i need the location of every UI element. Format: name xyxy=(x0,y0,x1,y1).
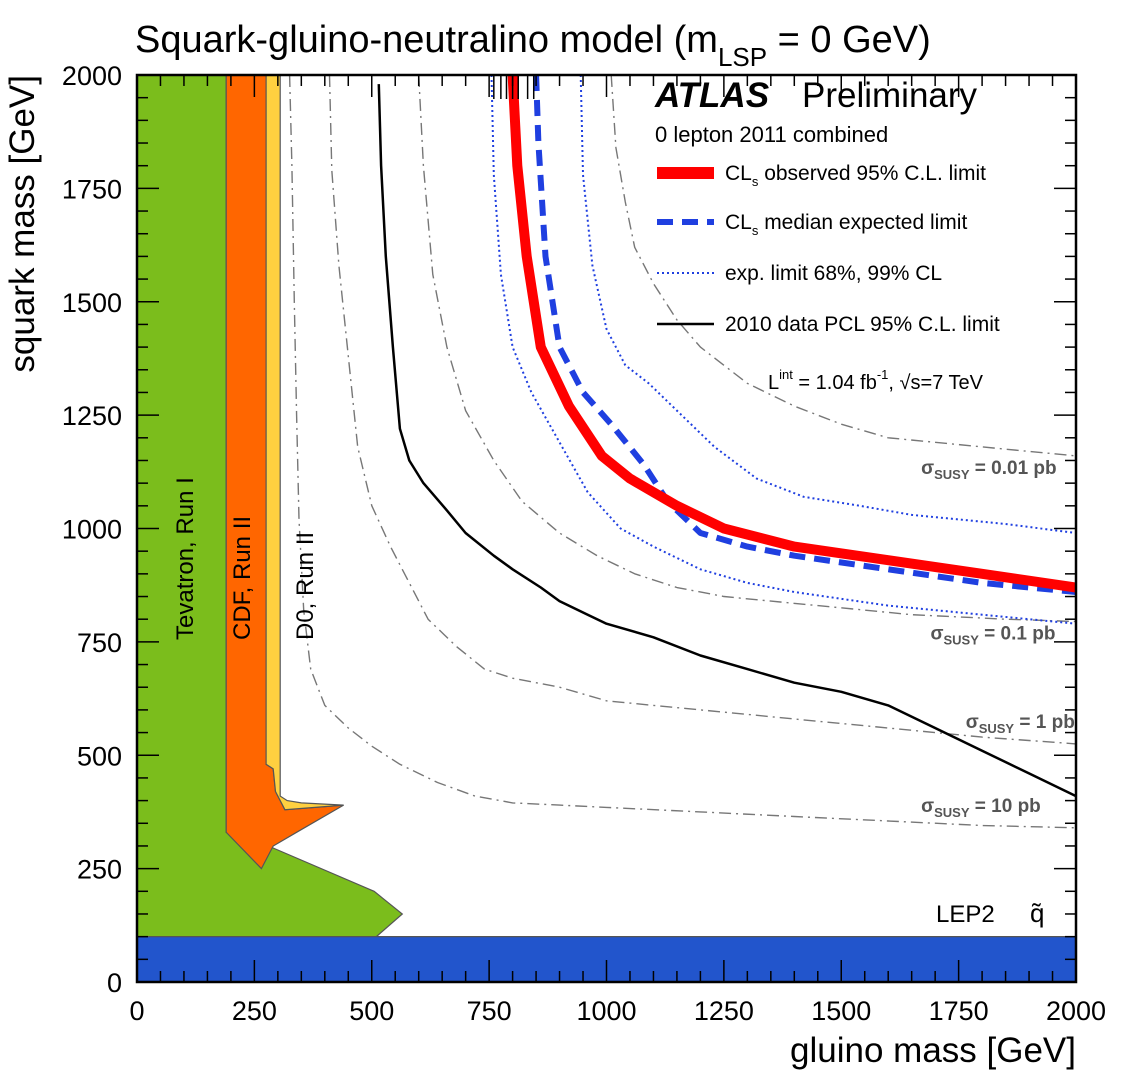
region-cdf-run-ii xyxy=(225,75,344,870)
x-tick-label: 1000 xyxy=(576,996,636,1026)
xsec-label-sigma: σ xyxy=(931,624,944,645)
xsec-label-sigma: σ xyxy=(921,796,934,817)
y-tick-label: 1500 xyxy=(62,288,122,318)
legend-label-2010: 2010 data PCL 95% C.L. limit xyxy=(725,313,1000,336)
region-label-d0: D0, Run II xyxy=(292,532,319,640)
x-tick-label: 1250 xyxy=(694,996,754,1026)
region-d0-run-ii xyxy=(265,75,344,811)
legend-observed-tail: observed 95% C.L. limit xyxy=(758,162,986,185)
xsec-label-value: = 10 pb xyxy=(970,796,1041,817)
y-axis-title: squark mass [GeV] xyxy=(3,75,42,373)
x-tick-label: 1750 xyxy=(929,996,989,1026)
x-tick-label: 0 xyxy=(129,996,144,1026)
x-tick-label: 250 xyxy=(232,996,277,1026)
y-tick-label: 1250 xyxy=(62,401,122,431)
xsec-label-sigma: σ xyxy=(921,458,934,479)
x-axis-title: gluino mass [GeV] xyxy=(790,1031,1076,1070)
region-label-tevatron: Tevatron, Run I xyxy=(172,477,199,640)
atlas-label: ATLAS xyxy=(654,76,769,115)
x-tick-label: 2000 xyxy=(1046,996,1106,1026)
x-tick-label: 500 xyxy=(349,996,394,1026)
lumi-l: L xyxy=(768,372,779,394)
curve-sigma-susy-1-pb xyxy=(328,75,1076,745)
x-tick-label: 750 xyxy=(467,996,512,1026)
chart-title-tail: = 0 GeV) xyxy=(767,19,931,61)
y-tick-label: 1000 xyxy=(62,515,122,545)
preliminary-label: Preliminary xyxy=(802,76,978,115)
legend-expected-tail: median expected limit xyxy=(758,211,967,234)
legend-label-observed: CLs observed 95% C.L. limit xyxy=(725,162,986,189)
xsec-label-sub: SUSY xyxy=(934,805,970,820)
legend-observed-sub: s xyxy=(752,174,759,189)
xsec-label-0: σSUSY = 0.01 pb xyxy=(921,458,1057,482)
legend-label-band: exp. limit 68%, 99% CL xyxy=(725,262,942,285)
xsec-label-sub: SUSY xyxy=(944,633,980,648)
lumi-label: Lint = 1.04 fb-1, √s=7 TeV xyxy=(768,367,984,394)
chart-title-main: Squark-gluino-neutralino model (m xyxy=(135,19,718,61)
y-tick-label: 250 xyxy=(77,855,122,885)
lep2-label: LEP2 xyxy=(936,901,995,928)
xsec-label-value: = 0.01 pb xyxy=(970,458,1057,479)
limit-curves xyxy=(288,75,1076,829)
curve-exp-limit-68-99-cl-inner xyxy=(490,75,1076,625)
curve-sigma-susy-10-pb xyxy=(288,75,1076,829)
xsec-label-value: = 1 pb xyxy=(1014,712,1075,733)
curve-2010-data-pcl-95-c-l-limit xyxy=(377,84,1076,798)
y-tick-label: 1750 xyxy=(62,174,122,204)
xsec-label-3: σSUSY = 10 pb xyxy=(921,796,1041,820)
xsec-label-sub: SUSY xyxy=(979,721,1015,736)
y-tick-label: 750 xyxy=(77,628,122,658)
y-tick-label: 0 xyxy=(107,968,122,998)
y-tick-label: 2000 xyxy=(62,61,122,91)
legend-observed-cl: CL xyxy=(725,162,752,185)
xsec-label-sub: SUSY xyxy=(934,467,970,482)
x-tick-label: 1500 xyxy=(811,996,871,1026)
plot-frame xyxy=(135,73,1078,984)
chart-title: Squark-gluino-neutralino model (mLSP = 0… xyxy=(135,19,931,72)
chart-title-sub: LSP xyxy=(718,42,767,72)
legend: ATLAS Preliminary 0 lepton 2011 combined… xyxy=(654,76,1000,394)
lumi-sup: int xyxy=(779,367,793,382)
xsec-label-1: σSUSY = 0.1 pb xyxy=(931,624,1056,648)
lep2-squark-symbol: q̃ xyxy=(1030,898,1044,928)
y-tick-label: 500 xyxy=(77,741,122,771)
legend-label-expected: CLs median expected limit xyxy=(725,211,967,238)
curve-cl-s-observed-95-c-l-limit xyxy=(507,75,1076,593)
xsec-label-2: σSUSY = 1 pb xyxy=(966,712,1075,736)
lumi-mid: = 1.04 fb xyxy=(793,372,877,394)
curve-cl-s-median-expected-limit xyxy=(533,75,1076,595)
legend-expected-cl: CL xyxy=(725,211,752,234)
xsec-label-value: = 0.1 pb xyxy=(979,624,1056,645)
lumi-sup2: -1 xyxy=(877,367,889,382)
curve-sigma-susy-0-1-pb xyxy=(418,75,1076,623)
legend-expected-sub: s xyxy=(752,223,759,238)
xsec-label-sigma: σ xyxy=(966,712,979,733)
lumi-tail: , √s=7 TeV xyxy=(888,372,983,394)
curve-sigma-susy-0-01-pb xyxy=(610,75,1076,457)
legend-subtitle: 0 lepton 2011 combined xyxy=(655,122,888,147)
region-label-cdf: CDF, Run II xyxy=(229,516,256,640)
